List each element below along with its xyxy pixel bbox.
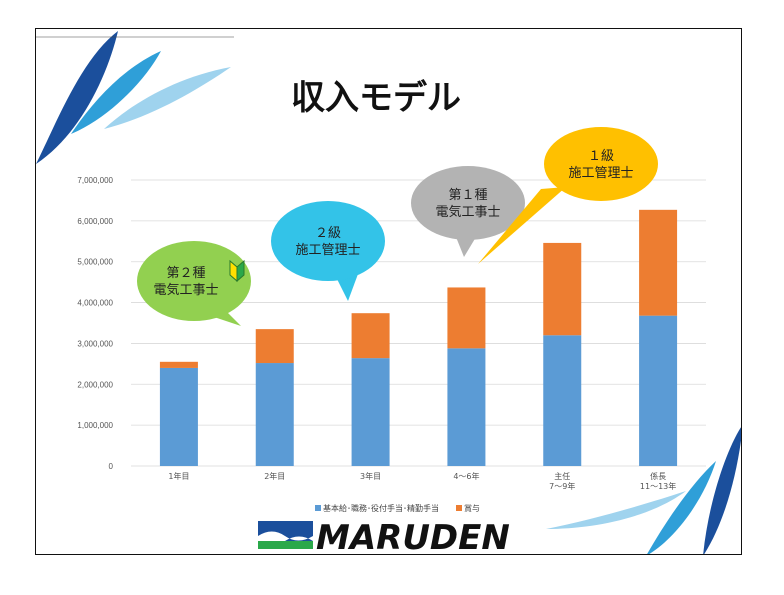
page-title: 収入モデル: [291, 78, 461, 118]
bubble-label: 電気工事士: [153, 282, 218, 298]
x-tick-label: 係長: [650, 472, 666, 481]
y-tick-label: 1,000,000: [77, 421, 113, 430]
y-tick-label: 5,000,000: [77, 258, 113, 267]
legend-label: 基本給･職務･役付手当･精勤手当: [323, 503, 439, 513]
bar-segment-base: [639, 315, 678, 466]
maruden-logo: MARUDEN: [258, 518, 510, 555]
bubble-shape: [271, 201, 385, 281]
bubble-label: 第１種: [448, 187, 487, 203]
bubble-label: ２級: [315, 226, 341, 241]
bar-segment-bonus: [543, 242, 582, 336]
bar-segment-bonus: [255, 329, 294, 364]
bubble-label: １級: [588, 149, 614, 164]
x-tick-label: 1年目: [168, 471, 189, 481]
beginner-mark-icon: [229, 259, 245, 283]
bubble-shape: [411, 166, 525, 240]
bar-segment-base: [351, 358, 390, 466]
y-axis: 0 1,000,000 2,000,000 3,000,000 4,000,000 5,0…: [77, 176, 113, 471]
bar-segment-bonus: [159, 361, 198, 368]
leaf-decoration-bottom-right: [546, 427, 741, 554]
x-tick-label: 主任: [554, 471, 570, 481]
bar-segment-bonus: [351, 313, 390, 359]
legend-label: 賞与: [464, 503, 480, 513]
x-tick-label: 2年目: [264, 471, 285, 481]
y-tick-label: 0: [109, 462, 114, 471]
logo-text: MARUDEN: [316, 518, 510, 555]
bar-segment-base: [255, 363, 294, 466]
leaf-decoration-top-left: [36, 31, 234, 164]
bubble-label: 施工管理士: [568, 166, 633, 181]
x-tick-label: 3年目: [360, 471, 381, 481]
bubble-label: 第２種: [166, 265, 205, 281]
x-tick-label: 4〜6年: [453, 471, 479, 481]
slide: 収入モデル 0 1,000,000 2,000,000 3,000,000 4,000,…: [35, 28, 742, 555]
x-tick-label: 11〜13年: [640, 481, 676, 491]
bar-segment-base: [159, 367, 198, 466]
chart: 収入モデル 0 1,000,000 2,000,000 3,000,000 4,000,…: [36, 31, 741, 555]
legend: 基本給･職務･役付手当･精勤手当 賞与: [315, 503, 480, 513]
legend-swatch: [456, 505, 462, 511]
bar-segment-bonus: [447, 287, 486, 349]
gridlines: [131, 179, 706, 467]
bar-segment-bonus: [639, 209, 678, 316]
bubble-shape: [137, 241, 251, 321]
y-tick-label: 7,000,000: [77, 176, 113, 185]
x-tick-label: 7〜9年: [549, 481, 575, 491]
y-tick-label: 3,000,000: [77, 339, 113, 348]
bar-segment-base: [447, 348, 486, 466]
bubble-label: 施工管理士: [295, 243, 360, 258]
y-tick-label: 4,000,000: [77, 299, 113, 308]
bar-segment-base: [543, 335, 582, 466]
y-tick-label: 6,000,000: [77, 217, 113, 226]
legend-swatch: [315, 505, 321, 511]
bars: [159, 209, 678, 466]
bubble-label: 電気工事士: [435, 204, 500, 220]
bubble-shape: [544, 127, 658, 201]
y-tick-label: 2,000,000: [77, 380, 113, 389]
